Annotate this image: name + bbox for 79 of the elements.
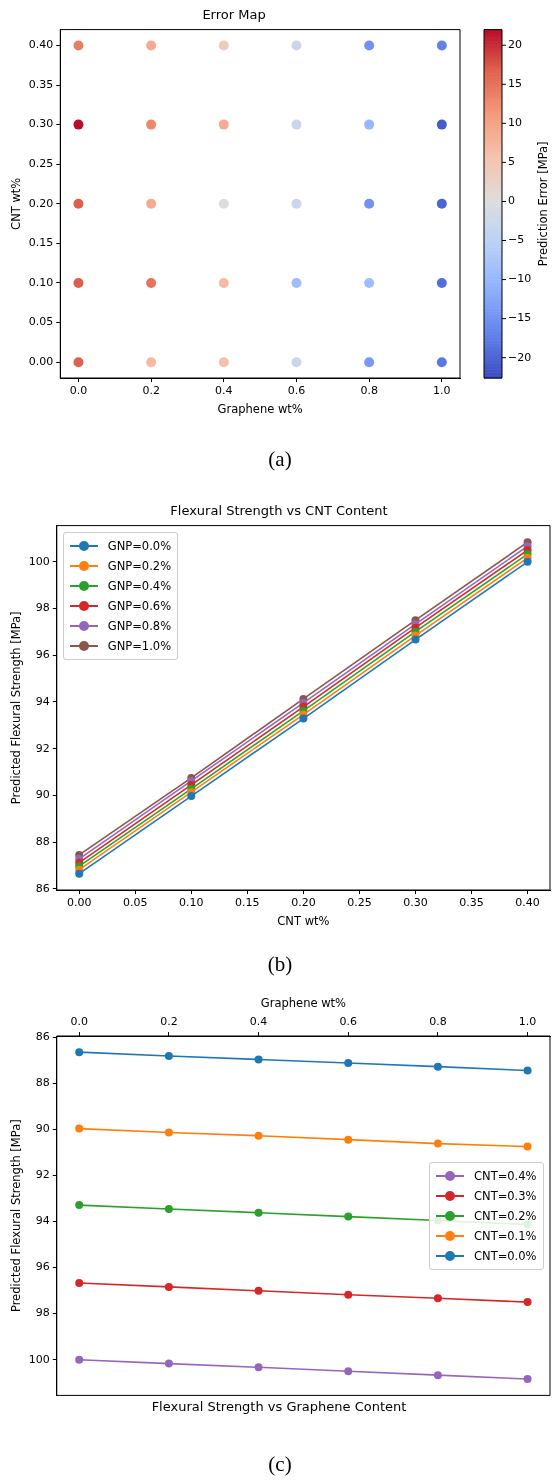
- color-bar-label: −5: [508, 233, 525, 247]
- y-tick-label: 0.15: [28, 236, 54, 250]
- legend-label: CNT=0.4%: [474, 1168, 537, 1183]
- text: (c): [267, 1452, 293, 1477]
- legend-label: CNT=0.0%: [474, 1248, 537, 1263]
- y-tick-label: 94: [35, 1214, 50, 1228]
- x-tick-label: 0.8: [429, 1015, 447, 1029]
- y-tick-label: 0.25: [28, 157, 54, 171]
- x-tick-label: 0.4: [249, 1015, 268, 1029]
- text: Flexural Strength vs Graphene Content: [151, 1398, 407, 1414]
- x-tick-label: 0.8: [360, 384, 378, 398]
- x-tick-label: 0.40: [515, 896, 540, 910]
- y-axis-title: Predicted Flexural Strength [MPa]: [8, 611, 23, 805]
- y-tick-label: 96: [35, 1260, 50, 1274]
- x-tick-label: 0.20: [291, 896, 316, 910]
- x-axis-title: Graphene wt%: [217, 402, 303, 417]
- color-bar-label: −20: [508, 350, 532, 364]
- y-tick-label: 100: [28, 1352, 50, 1366]
- y-tick-label: 0.35: [28, 77, 54, 91]
- x-tick-label: 0.0: [69, 384, 88, 398]
- x-axis-title: Graphene wt%: [260, 995, 347, 1010]
- legend-label: GNP=0.6%: [107, 598, 172, 613]
- color-bar-label: 0: [508, 194, 515, 208]
- y-tick-label: 98: [35, 1306, 50, 1320]
- text: (a): [267, 447, 293, 472]
- x-tick-label: 0.6: [339, 1015, 357, 1029]
- x-tick-label: 0.0: [70, 1015, 88, 1029]
- color-bar-label: −15: [508, 311, 532, 325]
- x-tick-label: 0.2: [160, 1015, 178, 1029]
- legend-label: GNP=1.0%: [107, 638, 172, 653]
- y-tick-label: 94: [35, 694, 50, 708]
- x-tick-label: 0.00: [66, 896, 92, 910]
- x-tick-label: 1.0: [518, 1015, 537, 1029]
- y-tick-label: 92: [35, 741, 50, 755]
- text: (b): [266, 952, 294, 977]
- y-tick-label: 0.00: [28, 355, 54, 369]
- color-bar-label: 15: [508, 77, 522, 91]
- color-bar-label: 5: [508, 155, 515, 169]
- x-tick-label: 0.15: [235, 896, 260, 910]
- x-axis-title: CNT wt%: [277, 914, 330, 929]
- y-tick-label: 88: [35, 1076, 50, 1090]
- y-axis-title: Predicted Flexural Strength [MPa]: [8, 1119, 23, 1313]
- color-bar-label: 10: [508, 116, 522, 130]
- x-tick-label: 0.25: [347, 896, 372, 910]
- legend-label: GNP=0.0%: [107, 538, 172, 553]
- y-tick-label: 90: [35, 1122, 50, 1136]
- legend-label: CNT=0.1%: [474, 1228, 537, 1243]
- x-tick-label: 0.2: [142, 384, 160, 398]
- x-tick-label: 0.6: [287, 384, 306, 398]
- color-bar-title: Prediction Error [MPa]: [535, 141, 550, 267]
- chart-title: Error Map: [202, 7, 266, 23]
- y-tick-label: 90: [35, 788, 50, 802]
- y-tick-label: 0.30: [28, 117, 54, 131]
- y-tick-label: 0.10: [28, 275, 54, 289]
- x-tick-label: 1.0: [433, 384, 451, 398]
- color-bar-label: 20: [508, 38, 522, 52]
- y-tick-label: 88: [35, 834, 50, 848]
- x-tick-label: 0.05: [123, 896, 148, 910]
- y-tick-label: 98: [35, 601, 50, 615]
- y-tick-label: 0.20: [28, 196, 54, 210]
- x-tick-label: 0.30: [403, 896, 428, 910]
- y-tick-label: 0.40: [28, 38, 54, 52]
- legend-label: GNP=0.8%: [107, 618, 172, 633]
- y-tick-label: 86: [35, 881, 50, 895]
- x-tick-label: 0.10: [179, 896, 204, 910]
- y-tick-label: 0.05: [28, 315, 54, 329]
- legend-label: CNT=0.3%: [474, 1188, 537, 1203]
- legend-label: GNP=0.4%: [107, 578, 172, 593]
- legend-label: CNT=0.2%: [474, 1208, 537, 1223]
- color-bar-label: −10: [508, 272, 532, 286]
- y-tick-label: 96: [35, 648, 50, 662]
- chart-title: Flexural Strength vs CNT Content: [170, 503, 388, 519]
- x-tick-label: 0.4: [215, 384, 233, 398]
- y-tick-label: 100: [28, 554, 50, 568]
- y-tick-label: 86: [35, 1030, 50, 1044]
- legend-label: GNP=0.2%: [107, 558, 172, 573]
- x-tick-label: 0.35: [459, 896, 484, 910]
- y-axis-title: CNT wt%: [8, 177, 23, 230]
- y-tick-label: 92: [35, 1168, 50, 1182]
